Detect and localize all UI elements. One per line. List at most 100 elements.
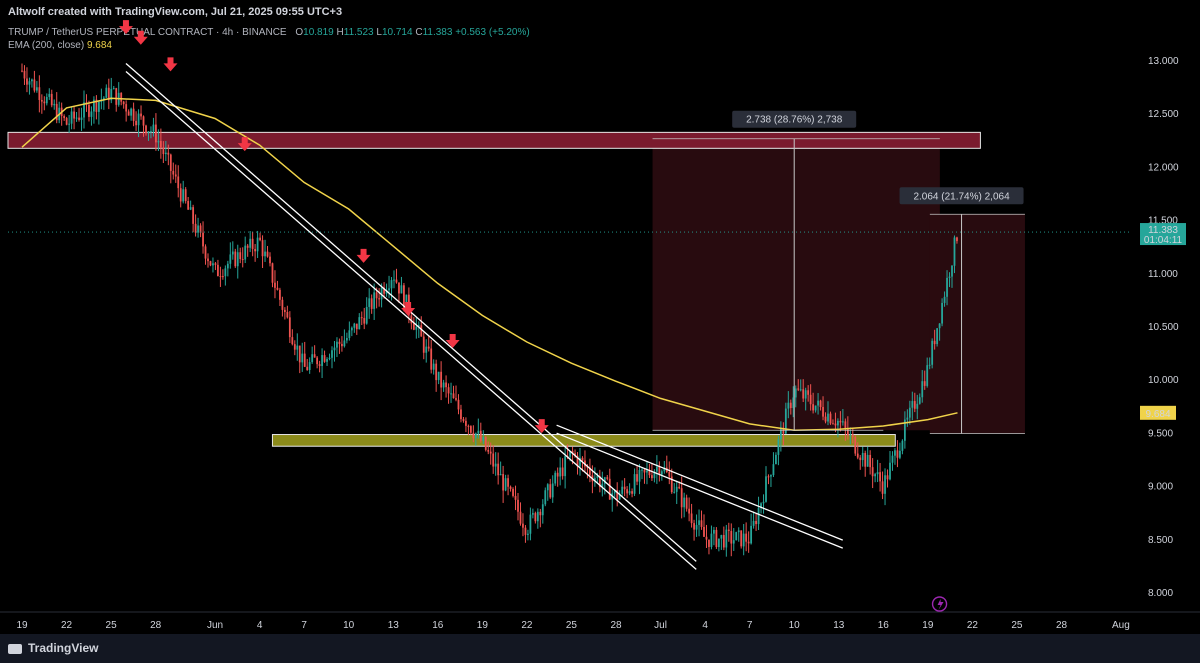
trendline-2[interactable] <box>556 424 843 541</box>
ema-legend-label: EMA (200, close) <box>8 40 85 51</box>
x-tick-label: 10 <box>789 620 801 631</box>
candle-body <box>35 87 38 91</box>
candle-body <box>899 450 901 458</box>
candle-body <box>467 425 470 427</box>
ema-price-tag[interactable] <box>1140 405 1176 420</box>
candle-body <box>549 484 552 498</box>
candle-body <box>251 238 254 250</box>
price-axis[interactable] <box>1132 0 1200 663</box>
candle-body <box>841 421 844 423</box>
candle-body <box>779 428 782 440</box>
x-tick-label: 13 <box>833 620 845 631</box>
candle-body <box>291 337 294 345</box>
candle-body <box>306 366 309 371</box>
candle-body <box>484 436 487 450</box>
candle-body <box>107 87 110 101</box>
candle-body <box>460 409 462 420</box>
candle-body <box>194 223 197 233</box>
x-tick-label: 19 <box>16 620 28 631</box>
candle-body <box>946 277 948 297</box>
candle-body <box>522 523 524 528</box>
candle-body <box>636 474 638 482</box>
ohlc-h-value: 11.523 <box>343 27 374 38</box>
candle-body <box>239 252 242 260</box>
candle-body <box>752 520 755 526</box>
candle-body <box>948 276 951 278</box>
candle-body <box>189 207 192 210</box>
candle-body <box>807 390 810 395</box>
candle-body <box>544 490 547 505</box>
ema-line[interactable] <box>21 97 958 432</box>
candle-body <box>172 170 175 175</box>
candle-body <box>809 394 812 405</box>
candle-body <box>140 113 142 117</box>
candle-body <box>502 474 505 491</box>
candle-body <box>913 401 916 409</box>
candle-body <box>487 449 490 452</box>
candle-body <box>623 486 626 490</box>
candle-body <box>866 454 869 467</box>
candle-body <box>851 434 854 437</box>
candle-body <box>48 93 51 97</box>
candle-body <box>829 413 832 424</box>
candle-body <box>695 524 698 530</box>
down-arrow-icon <box>163 57 178 72</box>
x-tick-label: 4 <box>702 620 708 631</box>
candle-body <box>231 251 234 255</box>
candle-body <box>162 147 165 155</box>
candle-body <box>539 511 542 516</box>
candle-body <box>132 108 135 121</box>
x-tick-label: 19 <box>477 620 489 631</box>
candle-body <box>157 140 160 143</box>
x-tick-label: 7 <box>747 620 753 631</box>
support-zone[interactable] <box>271 434 896 447</box>
candle-body <box>122 101 125 105</box>
candle-body <box>789 402 792 409</box>
trendline-1[interactable] <box>125 70 697 570</box>
candle-body <box>737 530 740 533</box>
ohlc-l-label: L <box>376 27 382 38</box>
current-price-tag[interactable] <box>1140 223 1186 246</box>
candle-body <box>931 340 934 365</box>
candle-body <box>427 346 430 349</box>
candle-body <box>717 538 720 548</box>
candle-body <box>663 467 666 472</box>
ema-legend[interactable]: EMA (200, close) 9.684 <box>8 40 112 51</box>
down-arrow-icon <box>133 30 148 45</box>
candle-body <box>445 382 447 388</box>
candle-body <box>105 87 108 98</box>
x-tick-label: 22 <box>967 620 979 631</box>
x-tick-label: 25 <box>106 620 118 631</box>
x-tick-label: 4 <box>257 620 263 631</box>
candle-body <box>710 533 713 547</box>
candle-body <box>675 486 678 492</box>
ohlc-h-label: H <box>336 27 344 38</box>
x-tick-label: 16 <box>878 620 890 631</box>
resistance-zone[interactable] <box>7 131 981 149</box>
candle-body <box>524 527 527 535</box>
candle-body <box>777 439 780 455</box>
lightning-icon[interactable] <box>931 596 948 612</box>
candle-body <box>345 338 348 341</box>
candle-body <box>519 511 522 524</box>
candle-body <box>212 263 214 266</box>
candle-body <box>874 474 877 477</box>
candle-body <box>732 540 735 544</box>
tradingview-brand[interactable]: TradingView <box>8 641 98 655</box>
candle-body <box>551 483 554 498</box>
candle-body <box>256 237 259 252</box>
x-tick-label: 28 <box>150 620 162 631</box>
measure-box-1 <box>652 138 940 431</box>
candle-body <box>643 469 646 473</box>
trendline-2[interactable] <box>556 432 843 549</box>
candle-body <box>740 530 743 547</box>
ohlc-l-value: 10.714 <box>381 27 413 38</box>
candle-body <box>469 426 472 433</box>
symbol-name[interactable]: TRUMP / TetherUS PERPETUAL CONTRACT · 4h… <box>8 27 287 38</box>
x-tick-label: 7 <box>301 620 307 631</box>
candle-body <box>879 472 881 482</box>
candle-body <box>683 497 686 508</box>
candle-body <box>906 417 909 420</box>
x-tick-label: Jul <box>654 620 667 631</box>
